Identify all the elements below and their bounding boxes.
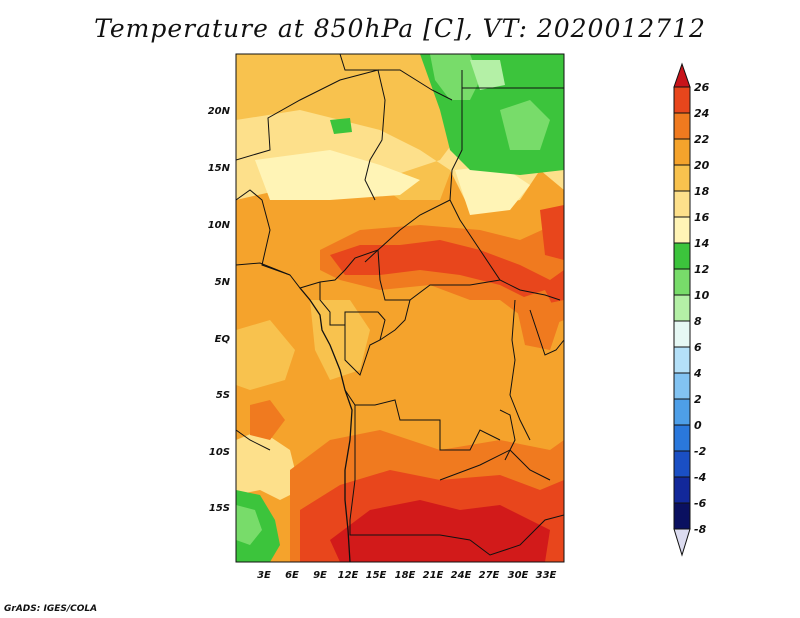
colorbar-label: 8 xyxy=(694,315,702,328)
border-line xyxy=(364,199,451,263)
lat-label: 5N xyxy=(215,277,231,288)
field-region-14 xyxy=(255,150,420,200)
border-line xyxy=(236,189,379,289)
lon-label: 15E xyxy=(366,570,387,581)
field-region-10b xyxy=(500,100,550,150)
latitude-axis: 20N 15N 10N 5N EQ 5S 10S 15S xyxy=(208,106,231,514)
country-borders xyxy=(236,54,564,556)
colorbar-cell xyxy=(673,86,691,114)
coastline-path xyxy=(299,287,353,562)
colorbar-cell xyxy=(673,502,691,530)
border-line xyxy=(236,262,291,276)
colorbar-label: 24 xyxy=(694,107,709,120)
lon-label: 9E xyxy=(313,570,327,581)
field-region-18-congo xyxy=(310,300,370,380)
lat-label: 15S xyxy=(209,503,230,514)
border-line xyxy=(449,70,561,301)
field-region-14b xyxy=(455,165,530,215)
colorbar-top-arrow xyxy=(673,62,691,88)
colorbar-cell xyxy=(673,268,691,296)
longitude-axis: 3E 6E 9E 12E 15E 18E 21E 24E 27E 30E 33E xyxy=(257,570,556,581)
border-line xyxy=(499,409,516,461)
colorbar-label: 0 xyxy=(694,419,702,432)
border-line xyxy=(344,389,501,451)
field-region-22-kivu xyxy=(515,290,560,350)
colorbar-label: -6 xyxy=(694,497,707,510)
map-frame xyxy=(235,53,565,563)
lat-label: EQ xyxy=(215,334,231,345)
lat-label: 10N xyxy=(208,220,231,231)
lon-label: 6E xyxy=(285,570,299,581)
colorbar-label: 26 xyxy=(694,81,710,94)
lon-label: 21E xyxy=(423,570,444,581)
colorbar-cell xyxy=(673,372,691,400)
colorbar-cell xyxy=(673,476,691,504)
colorbar-cell xyxy=(673,294,691,322)
colorbar-cell xyxy=(673,398,691,426)
field-region-16-angola xyxy=(236,430,300,500)
colorbar-cell xyxy=(673,450,691,478)
border-line xyxy=(529,309,564,356)
field-region-24-band xyxy=(330,240,564,305)
colorbar-cell xyxy=(673,424,691,452)
colorbar-cell xyxy=(673,138,691,166)
colorbar-label: 12 xyxy=(694,263,710,276)
lon-label: 33E xyxy=(536,570,557,581)
border-line xyxy=(339,54,453,101)
colorbar-cell xyxy=(673,216,691,244)
coastline xyxy=(299,287,353,562)
colorbar-label: 4 xyxy=(693,367,702,380)
map-title: Temperature at 850hPa [C], VT: 202001271… xyxy=(94,14,706,43)
colorbar-cell xyxy=(673,346,691,374)
colorbar-label: 16 xyxy=(694,211,710,224)
colorbar-cell xyxy=(673,164,691,192)
border-line xyxy=(509,299,531,441)
field-region-12b xyxy=(330,118,352,134)
colorbar-cell xyxy=(673,320,691,348)
field-region-24-east xyxy=(540,205,564,260)
colorbar-label: -2 xyxy=(694,445,707,458)
field-region-10-southwest xyxy=(236,505,262,545)
lat-label: 15N xyxy=(208,163,231,174)
border-line xyxy=(469,514,564,556)
colorbar-label: 20 xyxy=(694,159,710,172)
lon-label: 30E xyxy=(508,570,529,581)
colorbar-label: 22 xyxy=(694,133,710,146)
lon-label: 3E xyxy=(257,570,271,581)
colorbar-label: 18 xyxy=(694,185,710,198)
lat-label: 5S xyxy=(216,390,230,401)
lon-label: 18E xyxy=(395,570,416,581)
lon-label: 27E xyxy=(479,570,500,581)
field-region-22-mid xyxy=(250,400,285,440)
field-region-26-south xyxy=(330,500,550,562)
colorbar-bottom-arrow xyxy=(673,528,691,557)
temperature-field xyxy=(236,54,564,562)
lon-label: 24E xyxy=(451,570,472,581)
border-line xyxy=(236,429,271,451)
colorbar-cells xyxy=(673,86,691,530)
field-region-18-west xyxy=(236,320,295,390)
colorbar-cell xyxy=(673,190,691,218)
lat-label: 10S xyxy=(209,447,230,458)
colorbar-label: -8 xyxy=(694,523,707,536)
border-line xyxy=(344,299,411,376)
credit-text: GrADS: IGES/COLA xyxy=(4,604,98,614)
colorbar-label: 10 xyxy=(694,289,710,302)
colorbar-label: 2 xyxy=(694,393,702,406)
field-region-8 xyxy=(470,60,505,90)
lat-label: 20N xyxy=(208,106,231,117)
colorbar-label: 6 xyxy=(694,341,702,354)
lon-label: 12E xyxy=(338,570,359,581)
colorbar-cell xyxy=(673,112,691,140)
colorbar-label: -4 xyxy=(694,471,706,484)
colorbar-cell xyxy=(673,242,691,270)
border-line xyxy=(349,405,471,541)
colorbar-label: 14 xyxy=(694,237,709,250)
